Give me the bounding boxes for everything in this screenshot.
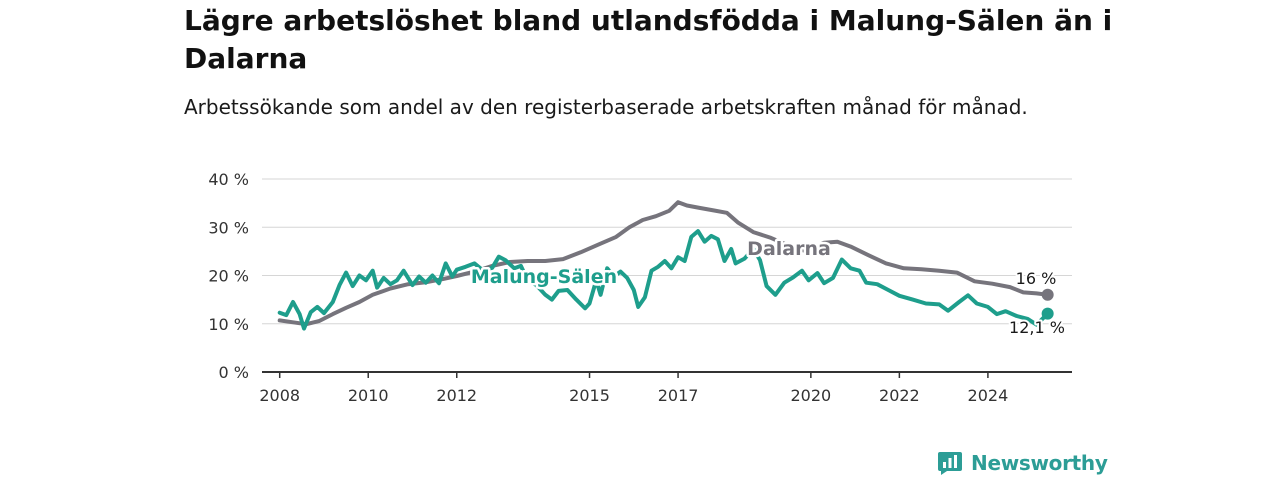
chart-title: Lägre arbetslöshet bland utlandsfödda i … xyxy=(184,4,1113,75)
line-dalarna xyxy=(277,200,1050,327)
y-tick-label: 30 % xyxy=(208,218,249,237)
end-value-dalarna: 16 % xyxy=(1016,269,1057,288)
end-value-malung-salen: 12,1 % xyxy=(1009,318,1065,337)
x-tick-label: 2024 xyxy=(968,386,1009,405)
gridlines xyxy=(262,178,1072,373)
y-tick-label: 0 % xyxy=(219,363,249,382)
newsworthy-logo: Newsworthy xyxy=(937,449,1108,477)
x-tick-label: 2020 xyxy=(790,386,831,405)
y-axis-ticks: 0 % 10 % 20 % 30 % 40 % xyxy=(208,170,249,382)
series-label-malung-salen: Malung-Sälen xyxy=(471,266,617,288)
x-tick-label: 2010 xyxy=(348,386,389,405)
y-tick-label: 40 % xyxy=(208,170,249,189)
end-point-malung-salen xyxy=(1041,307,1054,320)
newsworthy-logo-icon xyxy=(938,452,962,475)
end-point-dalarna xyxy=(1041,288,1054,301)
chart-subtitle: Arbetssökande som andel av den registerb… xyxy=(184,95,1028,119)
brand-name: Newsworthy xyxy=(971,451,1108,475)
y-tick-label: 20 % xyxy=(208,267,249,286)
x-tick-label: 2015 xyxy=(569,386,610,405)
series-label-dalarna: Dalarna xyxy=(747,238,831,260)
x-axis-ticks: 2008 2010 2012 2015 2017 2020 2022 2024 xyxy=(259,372,1008,405)
x-tick-label: 2022 xyxy=(879,386,920,405)
x-tick-label: 2017 xyxy=(658,386,699,405)
x-tick-label: 2008 xyxy=(259,386,300,405)
x-tick-label: 2012 xyxy=(436,386,477,405)
series-labels: Malung-Sälen Dalarna 16 % 12,1 % xyxy=(468,236,1067,340)
series-malung-salen xyxy=(277,229,1054,331)
series-dalarna xyxy=(277,200,1054,327)
y-tick-label: 10 % xyxy=(208,315,249,334)
line-malung-salen xyxy=(277,229,1050,331)
